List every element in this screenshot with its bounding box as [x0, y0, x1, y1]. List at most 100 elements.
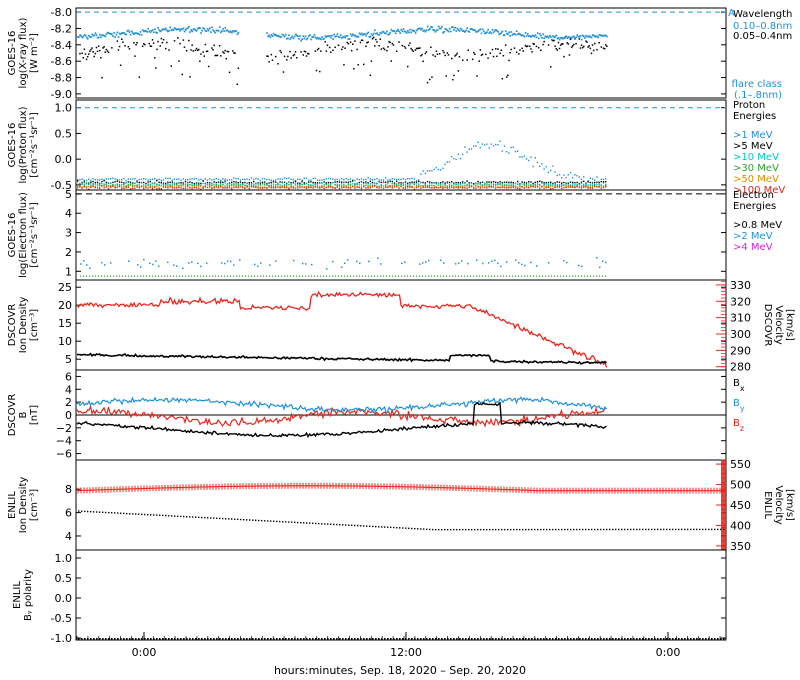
xray-short-point [596, 48, 598, 51]
y-right-tick-label: 550 [730, 458, 751, 471]
polarity-point [180, 638, 182, 640]
proton-point [356, 183, 358, 186]
proton-point [211, 187, 213, 190]
xray-long-point [237, 31, 240, 34]
xray-long-point [563, 37, 565, 39]
proton-point [556, 186, 558, 188]
legend-entry: Energies [733, 111, 776, 122]
xray-long-point [94, 32, 97, 35]
proton-point [121, 187, 123, 190]
xray-short-point [559, 44, 562, 46]
proton-point [363, 182, 365, 185]
proton-point [371, 179, 374, 181]
xray-short-point [148, 42, 150, 45]
xray-long-point [111, 33, 113, 36]
proton-point [552, 165, 554, 167]
proton-point [596, 186, 598, 188]
electron-floor-point [371, 275, 373, 277]
proton-point [228, 179, 231, 181]
proton-point [521, 156, 523, 158]
proton-point [132, 187, 134, 190]
xray-long-point [149, 31, 152, 34]
density-point [138, 513, 140, 515]
proton-point [83, 181, 85, 183]
proton-point [396, 180, 398, 183]
proton-point [242, 183, 244, 185]
electron-floor-point [248, 275, 250, 277]
proton-point [352, 183, 354, 185]
electron-floor-point [89, 275, 91, 277]
xray-short-point [279, 49, 281, 52]
polarity-point [510, 638, 512, 640]
proton-point [308, 179, 310, 182]
proton-point [585, 183, 587, 185]
polarity-point [234, 638, 236, 640]
polarity-point [672, 638, 674, 640]
proton-point [123, 185, 125, 188]
proton-point [77, 180, 79, 182]
xray-long-point [493, 29, 496, 32]
electron-point [233, 264, 235, 266]
electron-floor-point [290, 275, 292, 277]
electron-floor-point [305, 275, 307, 277]
density-point [642, 528, 644, 531]
xray-long-point [542, 33, 544, 36]
proton-point [420, 187, 422, 189]
proton-point [226, 185, 228, 187]
proton-point [495, 143, 497, 146]
proton-point [101, 180, 103, 183]
proton-point [453, 183, 455, 185]
proton-point [448, 161, 451, 163]
xray-long-point [393, 29, 396, 32]
electron-floor-point [80, 275, 82, 277]
proton-point [481, 143, 484, 145]
density-point [564, 528, 566, 531]
proton-point [605, 185, 607, 188]
proton-point [105, 184, 107, 186]
polarity-point [459, 638, 461, 640]
proton-point [413, 181, 415, 183]
xray-long-point [194, 29, 197, 32]
polarity-point [216, 638, 218, 640]
proton-point [572, 176, 574, 179]
proton-point [543, 183, 545, 185]
proton-point [202, 187, 204, 189]
proton-point [387, 179, 389, 181]
proton-point [404, 186, 407, 188]
xray-long-point [317, 37, 320, 40]
proton-point [398, 182, 400, 184]
proton-point [129, 188, 132, 190]
proton-point [561, 184, 563, 187]
density-point [375, 525, 377, 528]
legend-entry: Bz [733, 418, 744, 433]
electron-floor-point [143, 275, 145, 277]
xray-short-point [557, 41, 560, 44]
electron-floor-point [488, 275, 490, 277]
proton-point [589, 184, 591, 186]
proton-point [380, 181, 382, 184]
xray-short-point [429, 78, 431, 81]
xray-long-point [86, 37, 89, 40]
xray-short-point [375, 38, 377, 41]
proton-point [506, 181, 508, 183]
xray-short-point [179, 42, 181, 45]
proton-point [233, 184, 235, 187]
xray-long-point [572, 35, 574, 38]
proton-point [473, 184, 475, 186]
xray-short-point [218, 45, 221, 47]
proton-point [105, 186, 107, 188]
y-tick-label: 2 [65, 396, 72, 409]
proton-point [600, 181, 602, 183]
proton-point [297, 178, 299, 181]
proton-point [220, 179, 222, 182]
xray-long-point [459, 27, 462, 30]
proton-point [475, 182, 477, 185]
proton-point [488, 147, 490, 149]
proton-point [376, 177, 378, 180]
proton-point [572, 186, 574, 188]
xray-short-point [159, 45, 161, 47]
y-axis-label-line: Ion Density [18, 477, 29, 534]
proton-point [345, 177, 347, 180]
proton-point [123, 177, 125, 180]
xray-long-point [284, 33, 287, 36]
